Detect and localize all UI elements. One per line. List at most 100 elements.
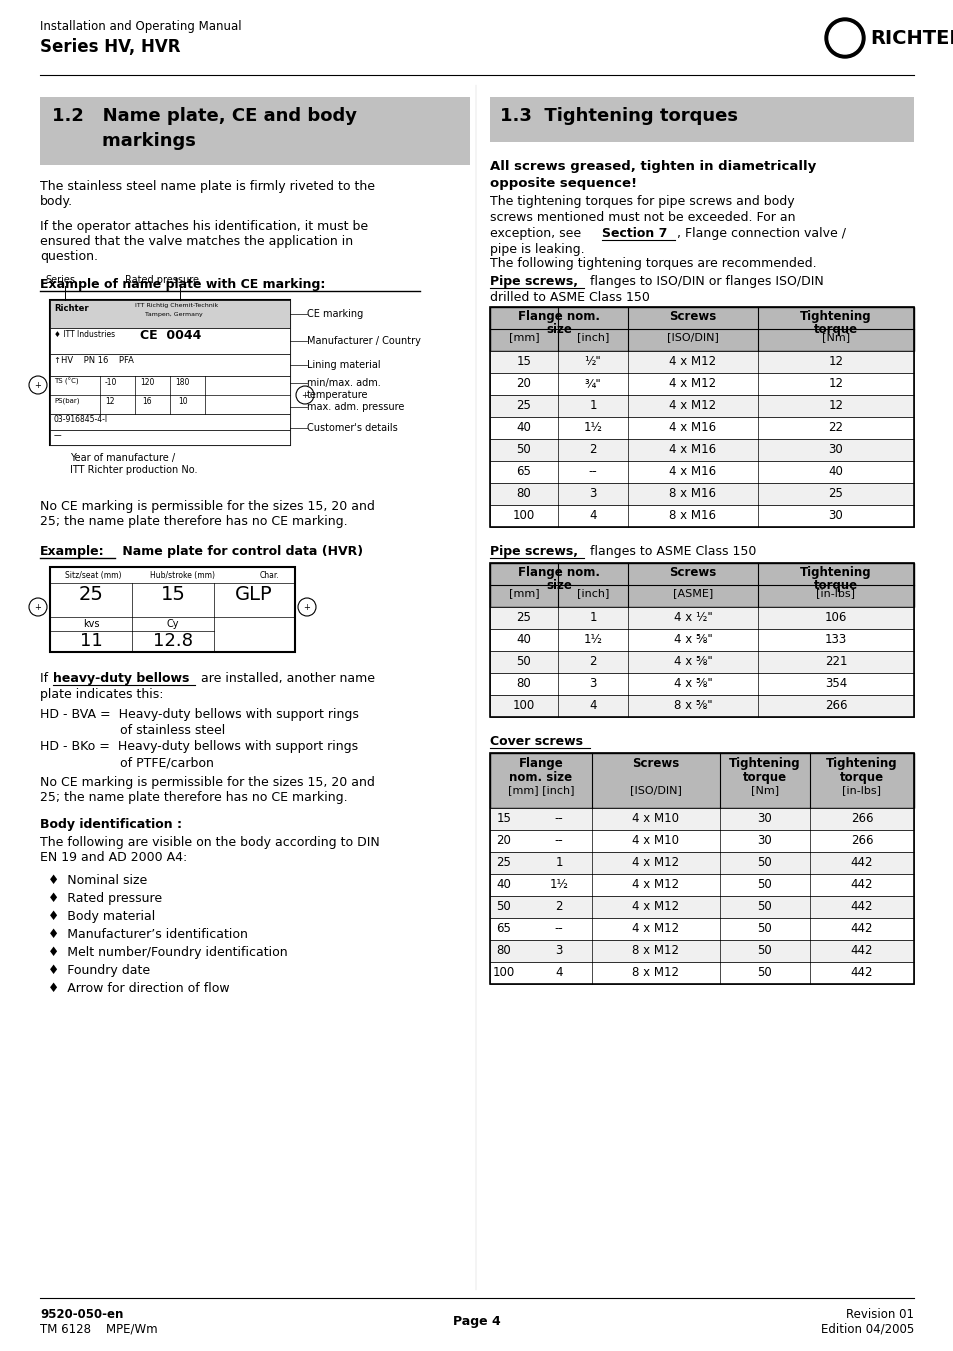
FancyBboxPatch shape [50,328,290,354]
Text: 1.2   Name plate, CE and body: 1.2 Name plate, CE and body [52,107,356,126]
Text: --: -- [554,812,563,825]
Text: The following are visible on the body according to DIN
EN 19 and AD 2000 A4:: The following are visible on the body ac… [40,836,379,865]
Text: flanges to ASME Class 150: flanges to ASME Class 150 [585,544,756,558]
Text: 65: 65 [497,921,511,935]
FancyBboxPatch shape [490,417,913,439]
Text: CE  0044: CE 0044 [140,330,201,342]
Text: flanges to ISO/DIN or flanges ISO/DIN: flanges to ISO/DIN or flanges ISO/DIN [585,276,822,288]
Text: 4 x M10: 4 x M10 [632,812,679,825]
FancyBboxPatch shape [490,563,913,607]
FancyBboxPatch shape [490,461,913,484]
Text: 50: 50 [497,900,511,913]
Text: Cover screws: Cover screws [490,735,582,748]
Text: Page 4: Page 4 [453,1315,500,1328]
Text: 50: 50 [517,443,531,457]
Text: plate indicates this:: plate indicates this: [40,688,163,701]
Text: 50: 50 [757,944,772,957]
Text: 3: 3 [555,944,562,957]
Text: 50: 50 [757,966,772,979]
Text: drilled to ASME Class 150: drilled to ASME Class 150 [490,290,649,304]
Text: ♦  Melt number/Foundry identification: ♦ Melt number/Foundry identification [48,946,287,959]
FancyBboxPatch shape [490,852,913,874]
Text: of stainless steel: of stainless steel [40,724,225,738]
Text: [mm]: [mm] [508,588,538,598]
Text: nom. size: nom. size [509,771,572,784]
Text: 442: 442 [850,944,872,957]
Text: 2: 2 [589,443,597,457]
Text: 221: 221 [824,655,846,667]
Text: 8 x M12: 8 x M12 [632,944,679,957]
Text: 4 x M10: 4 x M10 [632,834,679,847]
Text: Tightening: Tightening [800,309,871,323]
Text: 4 x ⅝": 4 x ⅝" [673,677,712,690]
Text: 1: 1 [555,857,562,869]
Text: —: — [54,431,62,440]
FancyBboxPatch shape [490,753,913,808]
Text: 442: 442 [850,966,872,979]
Text: 4 x M16: 4 x M16 [669,443,716,457]
Text: 20: 20 [497,834,511,847]
Text: If: If [40,671,52,685]
Text: 266: 266 [850,812,872,825]
Text: Char.: Char. [260,571,279,580]
Text: 40: 40 [497,878,511,892]
Text: Pipe screws,: Pipe screws, [490,544,578,558]
Text: 40: 40 [516,422,531,434]
Text: [Nm]: [Nm] [821,332,849,342]
Text: Rated pressure: Rated pressure [125,276,199,285]
Text: torque: torque [813,580,857,592]
Text: 12: 12 [105,397,114,407]
Text: Body identification :: Body identification : [40,817,182,831]
Text: 30: 30 [828,509,842,521]
Text: torque: torque [839,771,883,784]
FancyBboxPatch shape [490,505,913,527]
Text: --: -- [554,834,563,847]
Text: 12.8: 12.8 [152,632,193,650]
Text: 4 x ⅝": 4 x ⅝" [673,655,712,667]
Text: 3: 3 [589,486,596,500]
Text: Tightening: Tightening [800,566,871,580]
Text: [in-lbs]: [in-lbs] [841,785,881,794]
FancyBboxPatch shape [490,673,913,694]
Circle shape [824,18,864,58]
Text: 106: 106 [824,611,846,624]
Text: ♦  Foundry date: ♦ Foundry date [48,965,150,977]
FancyBboxPatch shape [50,430,290,444]
Text: 22: 22 [827,422,842,434]
Text: TS (°C): TS (°C) [54,378,78,385]
FancyBboxPatch shape [40,97,470,165]
Text: All screws greased, tighten in diametrically: All screws greased, tighten in diametric… [490,159,816,173]
Text: Cy: Cy [167,619,179,630]
Text: 4 x M12: 4 x M12 [632,878,679,892]
Text: 16: 16 [142,397,152,407]
Text: markings: markings [52,132,195,150]
Text: 4: 4 [589,509,597,521]
FancyBboxPatch shape [490,651,913,673]
Text: 100: 100 [513,509,535,521]
Text: Sitz/seat (mm): Sitz/seat (mm) [65,571,121,580]
Text: size: size [545,580,572,592]
Text: 100: 100 [493,966,515,979]
Text: 80: 80 [497,944,511,957]
Text: of PTFE/carbon: of PTFE/carbon [40,757,213,769]
Text: 80: 80 [517,677,531,690]
Text: [ASME]: [ASME] [672,588,713,598]
Text: Customer's details: Customer's details [307,423,397,434]
Text: 4 x ½": 4 x ½" [673,611,712,624]
Text: 4: 4 [589,698,597,712]
Text: Section 7: Section 7 [601,227,667,240]
Text: 442: 442 [850,921,872,935]
Text: RICHTER: RICHTER [869,28,953,47]
Text: 8 x M12: 8 x M12 [632,966,679,979]
Text: [inch]: [inch] [577,332,609,342]
Circle shape [828,22,861,54]
Text: Series HV, HVR: Series HV, HVR [40,38,180,55]
Text: [mm] [inch]: [mm] [inch] [507,785,574,794]
Text: +: + [34,603,41,612]
Text: 4 x ⅝": 4 x ⅝" [673,634,712,646]
FancyBboxPatch shape [490,630,913,651]
Text: , Flange connection valve /: , Flange connection valve / [677,227,845,240]
FancyBboxPatch shape [50,300,290,444]
Text: HD - BVA =  Heavy-duty bellows with support rings: HD - BVA = Heavy-duty bellows with suppo… [40,708,358,721]
Text: Tightening: Tightening [728,757,800,770]
